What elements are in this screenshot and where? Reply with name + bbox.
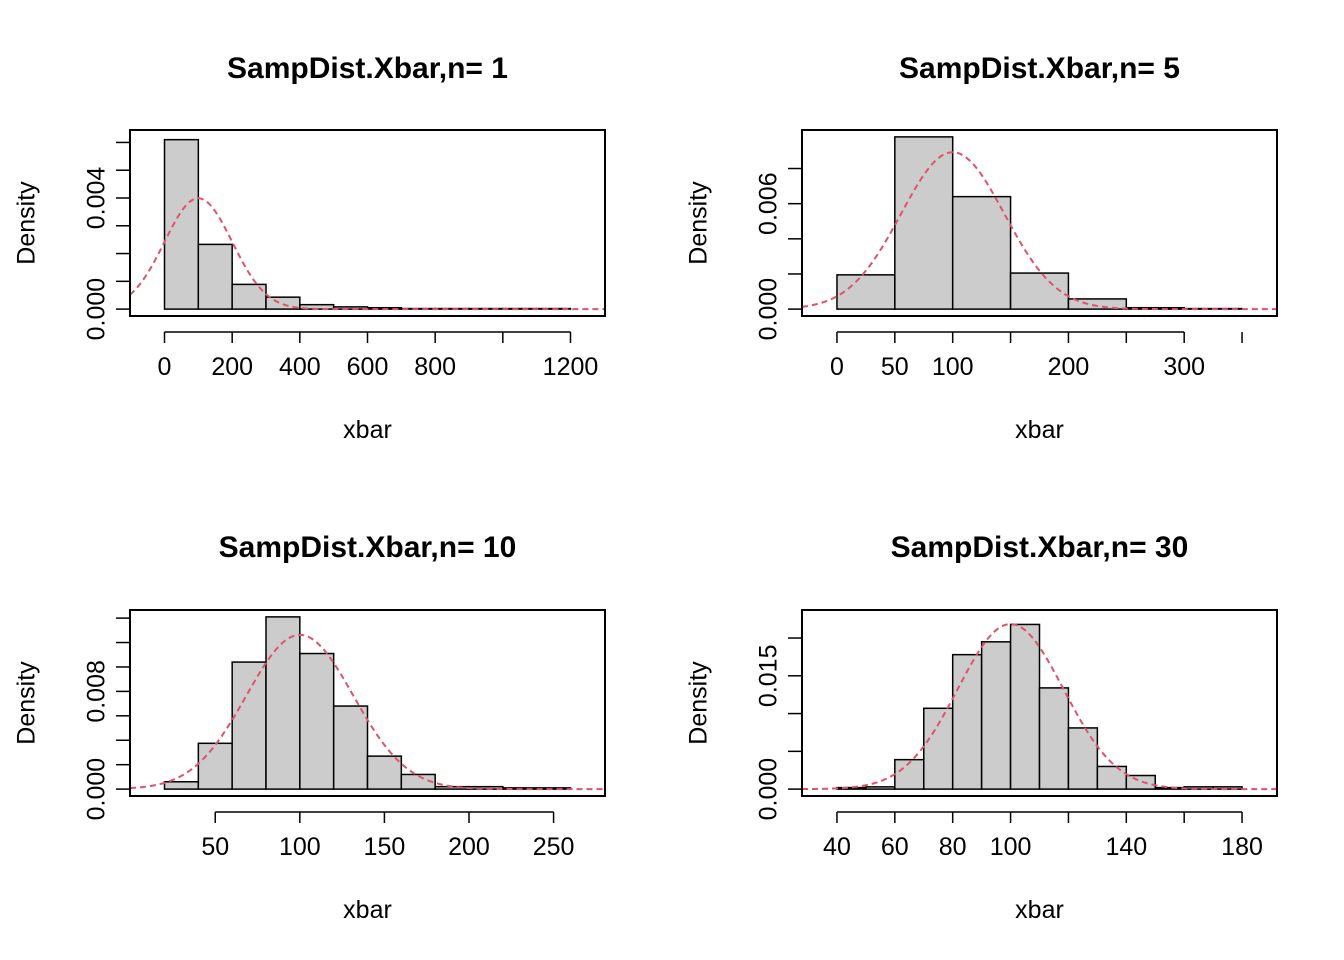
x-tick-label: 200: [1048, 353, 1090, 381]
histogram-bar: [163, 138, 200, 310]
x-axis-label: xbar: [343, 896, 392, 924]
x-tick-label: 200: [211, 353, 253, 381]
x-tick-label: 600: [347, 353, 389, 381]
x-tick-label: 400: [279, 353, 321, 381]
histogram-bar: [865, 786, 896, 790]
x-tick-label: 100: [932, 353, 974, 381]
x-axis: 0 200 400 600 800 1200: [158, 331, 599, 381]
histogram-panel: SampDist.Xbar,n= 30 40 60 80 100 140 180 xbar 0.…: [685, 531, 1278, 924]
normal-density-curve: [129, 197, 605, 311]
histogram-bar: [197, 742, 233, 790]
y-axis-label: Density: [13, 661, 41, 745]
histogram-bar: [951, 653, 983, 790]
histogram-bar: [1183, 786, 1214, 790]
histogram-bar: [1038, 687, 1070, 790]
x-tick-label: 1200: [543, 353, 599, 381]
y-axis: 0.000 0.004: [83, 141, 131, 341]
y-axis: 0.000 0.006: [755, 167, 803, 341]
x-tick-label: 50: [201, 833, 229, 861]
histogram-bar: [197, 243, 233, 310]
histogram-bar: [265, 296, 301, 310]
y-axis-label: Density: [13, 181, 41, 265]
histogram-bar: [163, 781, 200, 790]
y-axis: 0.000 0.015: [755, 637, 803, 821]
normal-density-curve: [801, 151, 1277, 311]
y-tick-label: 0.000: [83, 758, 111, 821]
x-axis-label: xbar: [1015, 416, 1064, 444]
x-tick-label: 100: [990, 833, 1032, 861]
histogram-bar: [1009, 623, 1041, 790]
histogram-bar: [894, 136, 954, 310]
y-tick-label: 0.008: [83, 660, 111, 723]
histogram-bar: [1067, 727, 1099, 790]
histogram-bar: [1212, 786, 1243, 790]
x-tick-label: 80: [939, 833, 967, 861]
histogram-panel: SampDist.Xbar,n= 1 0 200 400 600 800 1200 xbar 0…: [13, 52, 606, 444]
histogram-bar: [923, 707, 954, 790]
y-tick-label: 0.004: [83, 167, 111, 230]
x-tick-label: 50: [881, 353, 909, 381]
x-tick-label: 140: [1105, 833, 1147, 861]
x-tick-label: 40: [823, 833, 851, 861]
x-tick-label: 0: [830, 353, 844, 381]
histogram-panel: SampDist.Xbar,n= 50 50 100 200 300xbar0.0000…: [685, 52, 1278, 444]
x-tick-label: 250: [533, 833, 575, 861]
histogram-bar: [951, 195, 1012, 310]
histogram-bar: [231, 661, 267, 790]
x-axis-label: xbar: [1015, 896, 1064, 924]
x-tick-label: 200: [448, 833, 490, 861]
histogram-bar: [366, 755, 403, 790]
histogram-bar: [836, 274, 896, 310]
x-axis: 0 50 100 200 300: [830, 331, 1243, 381]
x-tick-label: 300: [1163, 353, 1205, 381]
x-tick-label: 150: [364, 833, 406, 861]
y-tick-label: 0.000: [755, 758, 783, 821]
histogram-bar: [265, 616, 301, 790]
y-tick-label: 0.000: [755, 278, 783, 341]
histogram-bar: [1067, 298, 1128, 310]
histogram-bar: [1125, 774, 1156, 790]
histogram-bar: [1096, 765, 1128, 790]
y-tick-label: 0.000: [83, 278, 111, 341]
histogram-bar: [400, 773, 436, 790]
chart-title: SampDist.Xbar,n= 10: [219, 531, 517, 564]
x-axis-label: xbar: [343, 416, 392, 444]
x-tick-label: 180: [1221, 833, 1263, 861]
y-axis: 0.000 0.008: [83, 617, 131, 821]
histogram-bar: [980, 641, 1012, 790]
histogram-bar: [299, 652, 335, 790]
y-axis-label: Density: [685, 661, 713, 745]
x-axis: 40 60 80 100 140 180: [823, 811, 1263, 861]
chart-title: SampDist.Xbar,n= 30: [891, 531, 1189, 564]
x-axis: 50 100 150 200 250: [201, 811, 575, 861]
chart-title: SampDist.Xbar,n= 1: [227, 52, 508, 85]
histogram-panel: SampDist.Xbar,n= 10 50 100 150 200 250 xbar 0.0…: [13, 531, 606, 924]
x-tick-label: 100: [279, 833, 321, 861]
histogram-bar: [1154, 786, 1185, 790]
x-tick-label: 0: [158, 353, 172, 381]
y-tick-label: 0.015: [755, 645, 783, 708]
x-tick-label: 800: [414, 353, 456, 381]
normal-density-curve: [129, 633, 605, 791]
histogram-bar: [332, 705, 369, 790]
x-tick-label: 60: [881, 833, 909, 861]
y-axis-label: Density: [685, 181, 713, 265]
y-tick-label: 0.006: [755, 172, 783, 235]
chart-title: SampDist.Xbar,n= 5: [899, 52, 1180, 85]
histogram-bar: [836, 786, 867, 790]
